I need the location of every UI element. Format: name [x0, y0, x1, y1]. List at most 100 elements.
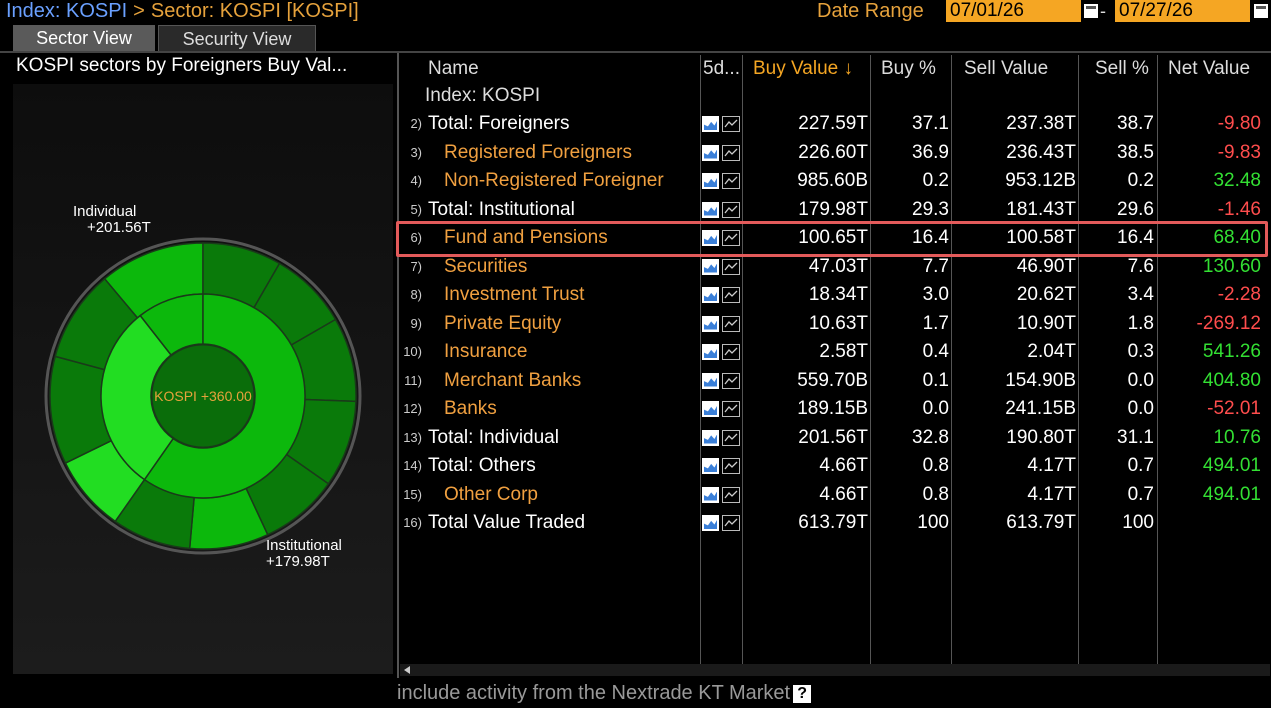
line-chart-icon[interactable]	[722, 372, 740, 389]
line-chart-icon[interactable]	[722, 429, 740, 446]
start-date-field[interactable]: 07/01/26	[946, 0, 1081, 22]
breadcrumb-index[interactable]: Index: KOSPI	[6, 0, 128, 22]
tab-sector-view[interactable]: Sector View	[13, 25, 155, 51]
row-index: 4)	[410, 173, 422, 188]
col-header-buy-pct[interactable]: Buy %	[881, 58, 936, 79]
table-row[interactable]: 13) Total: Individual 201.56T 32.8 190.80T 31…	[400, 424, 1270, 452]
line-chart-icon[interactable]	[722, 230, 740, 246]
table-row[interactable]: 9) Private Equity 10.63T 1.7 10.90T 1.8 -269.1…	[400, 310, 1270, 338]
row-name[interactable]: Registered Foreigners	[444, 141, 632, 163]
col-header-name[interactable]: Name	[428, 58, 479, 79]
table-row[interactable]: 14) Total: Others 4.66T 0.8 4.17T 0.7 494.01	[400, 452, 1270, 480]
line-chart-icon[interactable]	[722, 144, 740, 161]
sunburst-chart[interactable]: KOSPI +360.00	[13, 84, 393, 674]
line-chart-icon[interactable]	[722, 258, 740, 275]
line-chart-icon[interactable]	[722, 116, 740, 132]
sell-pct: 1.8	[1127, 312, 1154, 334]
line-chart-icon[interactable]	[722, 458, 740, 474]
row-name[interactable]: Other Corp	[444, 483, 538, 505]
table-row[interactable]: 6) Fund and Pensions 100.65T 16.4 100.58T 16.…	[400, 224, 1270, 252]
table-row[interactable]: 10) Insurance 2.58T 0.4 2.04T 0.3 541.26	[400, 338, 1270, 366]
mini-chart-icon[interactable]	[702, 401, 719, 417]
table-row[interactable]: 11) Merchant Banks 559.70B 0.1 154.90B 0.0 404…	[400, 367, 1270, 395]
breadcrumb-sector[interactable]: Sector: KOSPI [KOSPI]	[150, 0, 359, 22]
mini-chart-icon[interactable]	[702, 315, 719, 332]
row-name[interactable]: Total Value Traded	[428, 512, 586, 533]
col-header-5d[interactable]: 5d...	[703, 58, 740, 79]
table-row[interactable]: 12) Banks 189.15B 0.0 241.15B 0.0 -52.01	[400, 395, 1270, 423]
mini-chart-icon[interactable]	[702, 287, 719, 303]
line-chart-icon[interactable]	[722, 486, 740, 503]
sell-pct: 0.3	[1127, 341, 1154, 362]
sunburst-segment-institutional[interactable]	[143, 293, 306, 499]
table-row[interactable]: 8) Investment Trust 18.34T 3.0 20.62T 3.4 -2.2…	[400, 281, 1270, 309]
line-chart-icon[interactable]	[722, 401, 740, 417]
col-header-sell-pct[interactable]: Sell %	[1095, 58, 1149, 79]
row-name[interactable]: Total: Institutional	[428, 198, 575, 220]
table-row[interactable]: 4) Non-Registered Foreigner 985.60B 0.2 953.…	[400, 167, 1270, 195]
mini-chart-icon[interactable]	[702, 458, 719, 474]
sell-pct: 29.6	[1117, 198, 1154, 220]
row-name[interactable]: Insurance	[444, 341, 528, 362]
buy-pct: 36.9	[912, 141, 949, 163]
table-row[interactable]: 16) Total Value Traded 613.79T 100 613.79T 10…	[400, 509, 1270, 537]
mini-chart-icon[interactable]	[702, 515, 719, 531]
breadcrumb: Index: KOSPI > Sector: KOSPI [KOSPI]	[6, 0, 359, 22]
horizontal-scrollbar[interactable]	[400, 664, 1270, 676]
mini-chart-icon[interactable]	[702, 201, 719, 218]
table-row[interactable]: 3) Registered Foreigners 226.60T 36.9 236.43…	[400, 139, 1270, 167]
row-name[interactable]: Private Equity	[444, 312, 562, 334]
sell-pct: 7.6	[1127, 255, 1154, 277]
row-name[interactable]: Total: Foreigners	[428, 113, 570, 134]
row-name[interactable]: Total: Individual	[428, 426, 559, 448]
row-name[interactable]: Investment Trust	[444, 284, 585, 305]
col-divider	[1078, 55, 1079, 665]
mini-chart-icon[interactable]	[702, 344, 719, 360]
row-name[interactable]: Securities	[444, 255, 528, 277]
row-index: 14)	[403, 458, 422, 473]
line-chart-icon[interactable]	[722, 201, 740, 218]
line-chart-icon[interactable]	[722, 515, 740, 531]
table-row[interactable]: 15) Other Corp 4.66T 0.8 4.17T 0.7 494.01	[400, 481, 1270, 509]
end-date-field[interactable]: 07/27/26	[1115, 0, 1250, 22]
row-name[interactable]: Total: Others	[428, 455, 536, 476]
end-calendar-icon[interactable]	[1253, 3, 1269, 19]
buy-value: 100.65T	[798, 227, 868, 248]
net-value: -52.01	[1207, 398, 1261, 419]
line-chart-icon[interactable]	[722, 315, 740, 332]
mini-chart-icon[interactable]	[702, 173, 719, 189]
mini-chart-icon[interactable]	[702, 429, 719, 446]
mini-chart-icon[interactable]	[702, 258, 719, 275]
table-row[interactable]: 5) Total: Institutional 179.98T 29.3 181.43T…	[400, 196, 1270, 224]
row-name[interactable]: Banks	[444, 398, 497, 419]
buy-pct: 3.0	[922, 284, 949, 305]
line-chart-icon[interactable]	[722, 287, 740, 303]
mini-chart-icon[interactable]	[702, 144, 719, 161]
col-header-sell-value[interactable]: Sell Value	[964, 58, 1049, 79]
start-calendar-icon[interactable]	[1083, 3, 1099, 19]
mini-chart-icon[interactable]	[702, 116, 719, 132]
buy-value: 2.58T	[819, 341, 868, 362]
table-row[interactable]: 7) Securities 47.03T 7.7 46.90T 7.6 130.60	[400, 253, 1270, 281]
scroll-left-icon[interactable]	[404, 666, 410, 674]
panel-divider[interactable]	[397, 53, 399, 678]
mini-chart-icon[interactable]	[702, 230, 719, 246]
line-chart-icon[interactable]	[722, 344, 740, 360]
row-name[interactable]: Non-Registered Foreigner	[444, 170, 664, 191]
mini-chart-icon[interactable]	[702, 486, 719, 503]
line-chart-icon[interactable]	[722, 173, 740, 189]
row-name[interactable]: Merchant Banks	[444, 369, 582, 391]
row-name[interactable]: Fund and Pensions	[444, 227, 608, 248]
sell-pct: 0.0	[1127, 398, 1154, 419]
col-header-net-value[interactable]: Net Value	[1168, 58, 1251, 79]
mini-chart-icon[interactable]	[702, 372, 719, 389]
col-header-buy-value[interactable]: Buy Value ↓	[753, 58, 853, 79]
sell-value: 236.43T	[1006, 141, 1076, 163]
tab-security-view[interactable]: Security View	[158, 25, 316, 53]
sunburst-segment-foreigners[interactable]	[100, 314, 175, 481]
table-row[interactable]: 2) Total: Foreigners 227.59T 37.1 237.38T 38.…	[400, 110, 1270, 138]
buy-value: 4.66T	[819, 455, 868, 476]
help-icon[interactable]: ?	[793, 684, 812, 703]
sell-value: 4.17T	[1027, 455, 1076, 476]
sunburst-center[interactable]	[151, 344, 255, 448]
